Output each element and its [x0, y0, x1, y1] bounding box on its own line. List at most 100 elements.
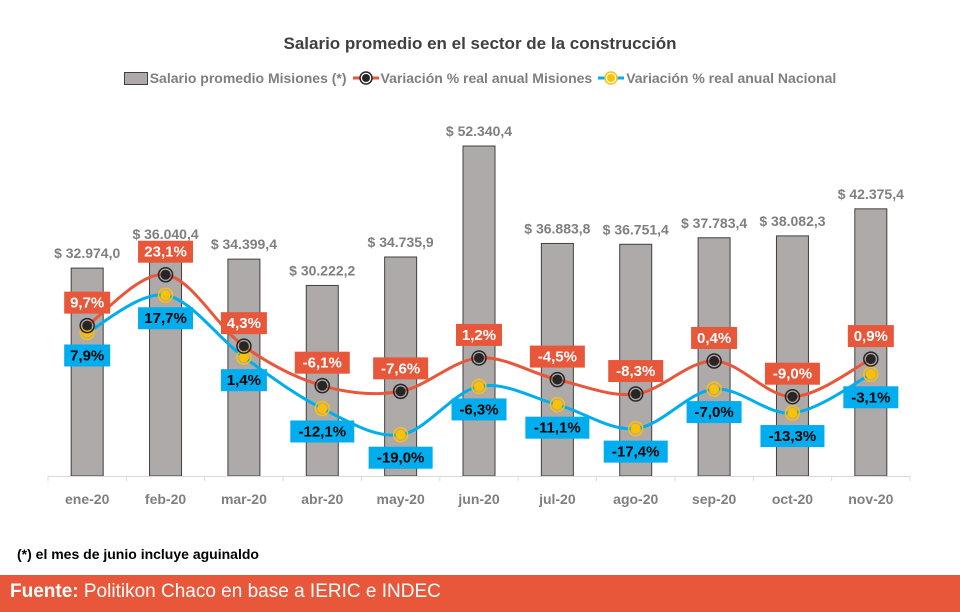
data-label-text: 1,2% — [462, 327, 496, 344]
data-label-nacional: 1,4% — [220, 369, 267, 392]
data-label-text: -7,0% — [694, 404, 733, 421]
x-tick-label: jul-20 — [538, 491, 576, 507]
data-label-text: 0,4% — [697, 330, 731, 347]
x-axis: ene-20 feb-20 mar-20 abr-20 may-20 jun-20 jul-… — [47, 476, 911, 507]
data-label-misiones: 4,3% — [220, 312, 267, 335]
bar-value-label: $ 34.735,9 — [368, 234, 434, 250]
marker-nacional-ring — [471, 378, 487, 395]
marker-misiones-ring — [471, 350, 487, 366]
x-tick-label: ene-20 — [65, 491, 110, 507]
data-label-text: -13,3% — [769, 428, 817, 445]
data-label-text: 4,3% — [227, 315, 261, 332]
legend-misiones-line-icon — [352, 71, 379, 85]
data-label-box — [64, 291, 111, 314]
marker-nacional — [474, 381, 484, 392]
x-tick-label: jun-20 — [457, 491, 499, 507]
data-label-misiones: -7,6% — [373, 357, 429, 380]
bar-value-label: $ 32.974,0 — [54, 245, 120, 261]
data-label-box — [220, 312, 267, 335]
marker-misiones — [865, 354, 876, 365]
data-label-text: -4,5% — [538, 349, 577, 366]
marker-misiones — [238, 341, 249, 352]
data-label-nacional: 17,7% — [138, 307, 194, 330]
data-label-box — [760, 425, 825, 448]
legend-item-salario: Salario promedio Misiones (*) — [123, 70, 347, 86]
data-label-text: -3,1% — [851, 389, 890, 406]
data-label-box — [691, 326, 738, 349]
marker-nacional-ring — [392, 426, 409, 443]
data-label-text: 0,9% — [854, 328, 888, 345]
chart-title: Salario promedio en el sector de la cons… — [283, 34, 677, 53]
legend-label: Variación % real anual Misiones — [380, 70, 593, 86]
data-label-nacional: -12,1% — [290, 420, 355, 443]
bar-value-label: $ 36.040,4 — [132, 226, 198, 242]
lines-group — [79, 266, 879, 443]
data-label-text: -12,1% — [299, 423, 347, 440]
marker-nacional — [395, 429, 406, 440]
data-label-text: 1,4% — [227, 372, 261, 389]
marker-misiones — [787, 391, 798, 402]
x-tick-label: ago-20 — [613, 491, 658, 507]
data-label-text: -8,3% — [616, 363, 655, 380]
data-label-box — [529, 345, 585, 368]
data-label-nacional: -17,4% — [603, 440, 668, 463]
labels-group: $ 32.974,0 $ 36.040,4 $ 34.399,4 $ 30.222,2… — [54, 123, 904, 469]
data-label-nacional: -3,1% — [843, 386, 899, 409]
data-label-misiones: -4,5% — [529, 345, 585, 368]
data-label-box — [686, 401, 742, 424]
data-label-nacional: -19,0% — [368, 446, 433, 469]
marker-nacional — [317, 403, 328, 414]
data-label-misiones: 0,9% — [847, 325, 894, 348]
data-label-text: -19,0% — [377, 450, 425, 467]
marker-nacional — [630, 423, 641, 434]
marker-nacional-ring — [549, 396, 566, 413]
marker-nacional — [709, 384, 720, 395]
data-label-text: 7,9% — [70, 347, 104, 364]
data-label-misiones: 1,2% — [456, 323, 502, 346]
x-tick-label: sep-20 — [692, 491, 737, 507]
marker-nacional — [552, 399, 563, 410]
marker-misiones-ring — [784, 388, 801, 405]
x-tick-label: feb-20 — [145, 491, 186, 507]
source-footer: Fuente: Politikon Chaco en base a IERIC … — [0, 575, 960, 612]
data-label-box — [608, 360, 664, 383]
data-label-text: -6,3% — [459, 401, 498, 418]
data-label-nacional: -11,1% — [525, 416, 590, 439]
data-label-nacional: -6,3% — [451, 398, 507, 421]
marker-misiones-ring — [706, 353, 722, 369]
data-label-misiones: -9,0% — [764, 362, 820, 385]
marker-misiones-ring — [314, 377, 331, 394]
data-label-box — [368, 446, 433, 469]
data-label-box — [220, 369, 267, 392]
data-label-box — [847, 325, 894, 348]
legend-item-misiones: Variación % real anual Misiones — [352, 70, 593, 86]
data-label-text: 9,7% — [70, 295, 104, 312]
legend: Salario promedio Misiones (*) Variación … — [0, 70, 960, 86]
data-label-nacional: 7,9% — [64, 344, 111, 367]
legend-label: Variación % real anual Nacional — [626, 70, 837, 86]
marker-misiones-ring — [157, 266, 174, 283]
marker-misiones — [317, 380, 328, 391]
x-tick-label: mar-20 — [221, 491, 267, 507]
marker-nacional-ring — [314, 400, 331, 417]
data-label-text: 17,7% — [144, 310, 187, 327]
data-label-misiones: -8,3% — [608, 360, 664, 383]
marker-misiones-ring — [392, 383, 409, 400]
data-label-box — [64, 344, 111, 367]
legend-item-nacional: Variación % real anual Nacional — [598, 70, 836, 86]
x-tick-label: may-20 — [377, 491, 425, 507]
data-label-text: 23,1% — [144, 244, 187, 261]
data-label-box — [138, 240, 194, 263]
data-label-nacional: -13,3% — [760, 425, 825, 448]
bar-value-label: $ 37.783,4 — [681, 215, 747, 231]
marker-misiones-ring — [627, 386, 644, 402]
data-label-box — [290, 420, 355, 443]
bar-value-label: $ 38.082,3 — [759, 213, 825, 229]
data-label-box — [294, 351, 350, 374]
data-label-box — [373, 357, 429, 380]
bar-value-label: $ 42.375,4 — [838, 186, 904, 202]
marker-misiones — [160, 269, 171, 280]
legend-nacional-line-icon — [598, 71, 625, 85]
data-label-box — [764, 362, 820, 385]
x-tick-label: abr-20 — [301, 491, 343, 507]
